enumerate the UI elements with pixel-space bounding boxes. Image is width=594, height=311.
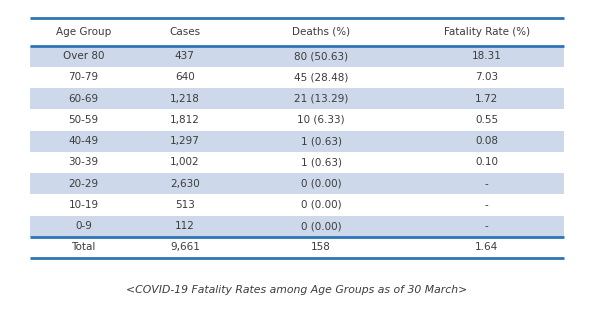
Text: 1,297: 1,297	[170, 136, 200, 146]
Text: 1 (0.63): 1 (0.63)	[301, 136, 342, 146]
Text: 2,630: 2,630	[170, 179, 200, 189]
Text: 70-79: 70-79	[68, 72, 99, 82]
Text: 0.55: 0.55	[475, 115, 498, 125]
Text: 1,002: 1,002	[170, 157, 200, 167]
Text: 40-49: 40-49	[68, 136, 99, 146]
Text: 45 (28.48): 45 (28.48)	[294, 72, 348, 82]
Text: Fatality Rate (%): Fatality Rate (%)	[444, 27, 530, 37]
Text: 640: 640	[175, 72, 195, 82]
Text: 158: 158	[311, 242, 331, 253]
Bar	[30, 109, 564, 131]
Text: -: -	[485, 221, 488, 231]
Text: 1,218: 1,218	[170, 94, 200, 104]
Text: 0 (0.00): 0 (0.00)	[301, 200, 342, 210]
Text: 1,812: 1,812	[170, 115, 200, 125]
Text: Deaths (%): Deaths (%)	[292, 27, 350, 37]
Text: 10-19: 10-19	[68, 200, 99, 210]
Text: 7.03: 7.03	[475, 72, 498, 82]
Bar	[30, 237, 564, 258]
Bar	[30, 152, 564, 173]
Text: 0-9: 0-9	[75, 221, 92, 231]
Text: 513: 513	[175, 200, 195, 210]
Text: -: -	[485, 179, 488, 189]
Text: 30-39: 30-39	[68, 157, 99, 167]
Text: 0 (0.00): 0 (0.00)	[301, 221, 342, 231]
Text: 60-69: 60-69	[68, 94, 99, 104]
Text: Total: Total	[71, 242, 96, 253]
Text: 18.31: 18.31	[472, 51, 501, 61]
Text: 0.10: 0.10	[475, 157, 498, 167]
Text: 0 (0.00): 0 (0.00)	[301, 179, 342, 189]
Text: <COVID-19 Fatality Rates among Age Groups as of 30 March>: <COVID-19 Fatality Rates among Age Group…	[127, 285, 467, 295]
Bar	[30, 194, 564, 216]
Text: 1 (0.63): 1 (0.63)	[301, 157, 342, 167]
Bar	[30, 173, 564, 194]
Bar	[30, 46, 564, 67]
Text: 20-29: 20-29	[68, 179, 99, 189]
Text: Age Group: Age Group	[56, 27, 111, 37]
Text: 437: 437	[175, 51, 195, 61]
Bar	[30, 88, 564, 109]
Text: Over 80: Over 80	[62, 51, 104, 61]
Bar	[30, 131, 564, 152]
Text: 0.08: 0.08	[475, 136, 498, 146]
Text: 21 (13.29): 21 (13.29)	[294, 94, 348, 104]
Text: -: -	[485, 200, 488, 210]
Text: 9,661: 9,661	[170, 242, 200, 253]
Text: 80 (50.63): 80 (50.63)	[294, 51, 348, 61]
Bar	[30, 67, 564, 88]
Text: 112: 112	[175, 221, 195, 231]
Text: 1.64: 1.64	[475, 242, 498, 253]
Text: 10 (6.33): 10 (6.33)	[297, 115, 345, 125]
Text: Cases: Cases	[169, 27, 200, 37]
Bar	[30, 216, 564, 237]
Text: 1.72: 1.72	[475, 94, 498, 104]
Text: 50-59: 50-59	[68, 115, 99, 125]
